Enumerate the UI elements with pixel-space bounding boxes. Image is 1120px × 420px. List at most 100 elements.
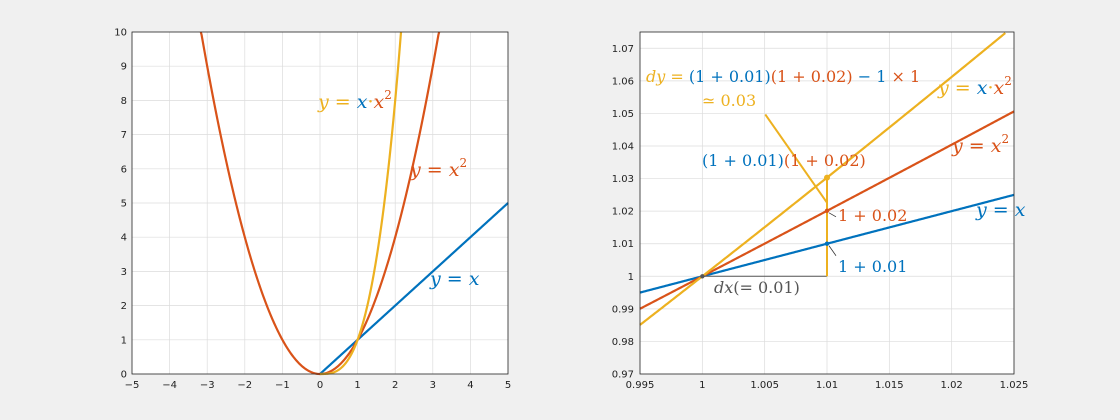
left-label-cubic-dot: · [367,91,373,113]
right-label-dy-part3: − 1 [853,67,887,86]
left-label-cubic-sup: 2 [384,88,392,102]
left-label-square-x: x [449,159,460,181]
left-x-tick-label: −5 [125,380,140,391]
right-label-linear-y: y [975,199,987,221]
right-label-cubic: y = x·x2 [937,74,1012,99]
left-x-tick-label: −1 [275,380,290,391]
right-label-square-value: 1 + 0.02 [838,206,907,225]
right-label-cubic-sup: 2 [1004,74,1012,88]
left-y-tick-label: 7 [121,130,127,141]
left-x-tick-label: −2 [237,380,252,391]
left-label-square-eq: = [421,159,449,181]
left-label-linear-x: x [469,268,480,290]
right-plot-frame [639,31,1015,375]
left-x-tick-label: −4 [162,380,177,391]
left-x-tick-label: 3 [430,380,436,391]
right-label-dx: dx(= 0.01) [714,278,800,297]
right-y-tick-label: 0.97 [612,370,634,381]
right-label-cubic-x2: x [994,77,1005,99]
right-x-tick-label: 1.015 [875,380,904,391]
left-label-cubic: y = x·x2 [317,88,392,113]
right-construction [700,113,837,279]
right-label-linear-eq: = [987,199,1015,221]
right-point-origin [700,274,705,279]
right-y-tick-label: 1.01 [612,239,634,250]
left-x-tick-label: 4 [467,380,473,391]
left-label-square-sup: 2 [459,156,467,170]
right-label-dx-rest: (= 0.01) [733,278,800,297]
right-point-product [824,174,830,181]
right-x-tick-label: 0.995 [626,380,655,391]
right-label-dy-dy: dy [646,67,666,86]
right-point-linear [824,241,830,246]
right-square-leader [828,212,837,218]
left-label-square-y: y [409,159,421,181]
right-label-square-y: y [951,135,963,157]
right-y-tick-label: 1.03 [612,174,634,185]
left-label-cubic-x2: x [374,91,385,113]
left-x-tick-label: 5 [505,380,511,391]
right-y-tick-label: 0.98 [612,337,634,348]
left-label-cubic-eq: = [329,91,357,113]
left-y-tick-label: 9 [121,62,127,73]
left-x-tick-label: −3 [200,380,215,391]
right-label-dx-dx: dx [714,278,733,297]
left-x-tick-label: 0 [317,380,323,391]
right-label-linear: y = x [975,199,1026,221]
right-label-linear-x: x [1015,199,1026,221]
right-plot: 0.995 1 1.005 1.01 1.015 1.02 1.025 0.97 0.98 0.… [612,31,1029,391]
right-x-tick-label: 1.01 [816,380,838,391]
right-label-square-x: x [991,135,1002,157]
right-label-linear-value: 1 + 0.01 [838,257,907,276]
right-label-square: y = x2 [951,132,1009,157]
right-y-tick-label: 1.07 [612,44,634,55]
right-label-square-sup: 2 [1001,132,1009,146]
right-label-cubic-eq: = [949,77,977,99]
left-y-ticks: 0 1 2 3 4 5 6 7 8 9 10 [114,28,127,381]
right-x-tick-label: 1.025 [1000,380,1029,391]
left-y-tick-label: 10 [114,28,127,39]
right-y-tick-label: 1.04 [612,142,634,153]
left-y-tick-label: 2 [121,301,127,312]
left-y-tick-label: 0 [121,370,127,381]
right-label-product: (1 + 0.01)(1 + 0.02) [702,151,866,170]
left-y-tick-label: 6 [121,164,127,175]
left-y-tick-label: 5 [121,199,127,210]
right-label-dy-part2: (1 + 0.02) [771,67,853,86]
right-y-tick-label: 1.06 [612,76,634,87]
right-label-dy-eq: = [665,67,689,86]
right-y-tick-label: 1.02 [612,207,634,218]
right-x-tick-label: 1.005 [750,380,779,391]
right-point-square [824,208,830,214]
left-y-tick-label: 8 [121,96,127,107]
right-y-tick-label: 0.99 [612,304,634,315]
left-plot-frame [131,31,509,375]
left-x-tick-label: 1 [354,380,360,391]
right-y-tick-label: 1.05 [612,109,634,120]
right-label-cubic-x: x [977,77,988,99]
right-label-dy-part1: (1 + 0.01) [689,67,771,86]
left-x-tick-label: 2 [392,380,398,391]
right-label-dy: dy = (1 + 0.01)(1 + 0.02) − 1 × 1 [646,67,920,86]
right-x-tick-label: 1 [699,380,705,391]
right-x-tick-label: 1.02 [941,380,963,391]
left-series-linear [319,202,509,375]
right-y-ticks: 0.97 0.98 0.99 1 1.01 1.02 1.03 1.04 1.05 1.06 1.0… [612,44,634,381]
right-label-product-part1: (1 + 0.01) [702,151,784,170]
right-label-approx: ≃ 0.03 [702,91,756,110]
left-series-cubic [319,31,403,376]
left-label-linear-eq: = [441,268,469,290]
right-label-product-part2: (1 + 0.02) [784,151,866,170]
right-label-cubic-dot: · [987,77,993,99]
left-label-cubic-x: x [357,91,368,113]
right-linear-leader [828,245,837,256]
left-label-linear: y = x [429,268,480,290]
left-y-tick-label: 1 [121,335,127,346]
left-x-ticks: −5 −4 −3 −2 −1 0 1 2 3 4 5 [125,380,512,391]
left-y-tick-label: 3 [121,267,127,278]
left-y-tick-label: 4 [121,233,127,244]
right-approx-leader [764,113,828,204]
right-x-ticks: 0.995 1 1.005 1.01 1.015 1.02 1.025 [626,380,1029,391]
